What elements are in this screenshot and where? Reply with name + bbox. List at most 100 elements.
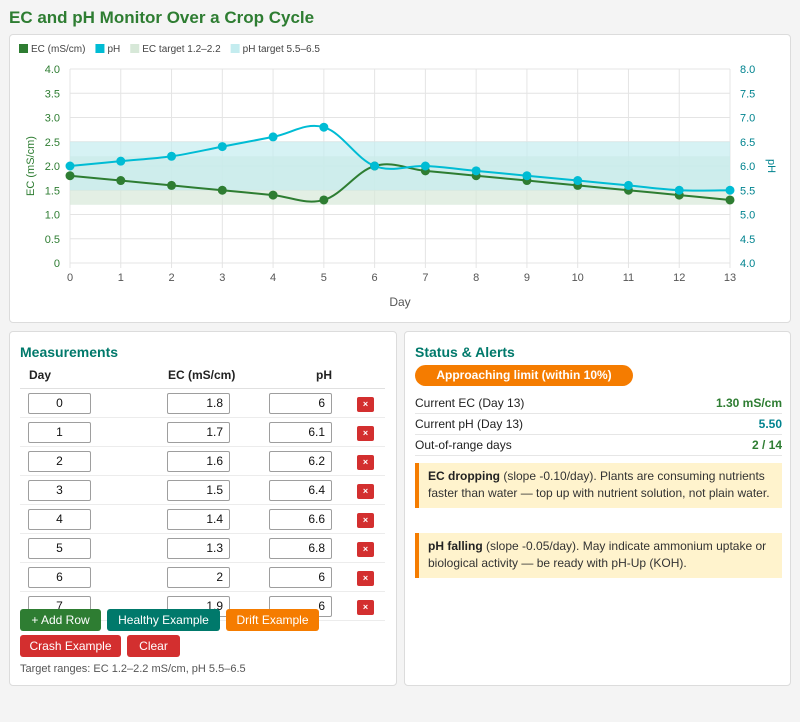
ph-data-point [420, 161, 430, 171]
alert-text: (slope -0.10/day). Plants are consuming … [428, 469, 770, 500]
healthy-example-button[interactable]: Healthy Example [107, 609, 220, 631]
y-right-tick-label: 8.0 [740, 64, 755, 76]
crash-example-button[interactable]: Crash Example [20, 635, 121, 657]
status-panel: Status & Alerts Approaching limit (withi… [404, 331, 791, 686]
ph-data-point [319, 122, 329, 132]
y-left-axis-title: EC (mS/cm) [25, 136, 37, 196]
y-left-tick-label: 1.5 [45, 185, 60, 197]
y-left-tick-label: 0 [54, 258, 60, 270]
measurements-table[interactable]: Day EC (mS/cm) pH 0 1.8 6 × 1 1.7 6.1 × 2 1.6 6.2 ×… [20, 365, 385, 635]
delete-row-button[interactable]: × [357, 542, 374, 557]
ph-data-point [370, 161, 380, 171]
ph-input[interactable]: 6.6 [269, 509, 332, 530]
day-input[interactable]: 2 [28, 451, 91, 472]
delete-row-button[interactable]: × [357, 484, 374, 499]
day-input[interactable]: 5 [28, 538, 91, 559]
day-input[interactable]: 6 [28, 567, 91, 588]
legend-swatch-ec-target [130, 44, 140, 53]
column-header-day: Day [29, 368, 52, 382]
ph-series-line [69, 124, 731, 192]
ph-input[interactable]: 6.4 [269, 480, 332, 501]
delete-row-button[interactable]: × [357, 600, 374, 615]
clear-button[interactable]: Clear [127, 635, 180, 657]
header-divider [20, 388, 385, 389]
x-tick-label: 7 [422, 272, 428, 284]
ec-input[interactable]: 1.3 [167, 538, 230, 559]
add-row-button[interactable]: + Add Row [20, 609, 101, 631]
ec-data-point [116, 176, 126, 186]
delete-row-button[interactable]: × [357, 571, 374, 586]
ec-data-point [167, 180, 177, 190]
ph-data-point [623, 180, 633, 190]
ph-input[interactable]: 6 [269, 567, 332, 588]
ec-input[interactable]: 1.5 [167, 480, 230, 501]
alert-ec-dropping: EC dropping (slope -0.10/day). Plants ar… [415, 463, 782, 508]
ph-data-point [65, 161, 75, 171]
x-tick-label: 6 [372, 272, 378, 284]
x-tick-label: 1 [118, 272, 124, 284]
delete-row-button[interactable]: × [357, 455, 374, 470]
alert-ph-falling: pH falling (slope -0.05/day). May indica… [415, 533, 782, 578]
x-tick-label: 5 [321, 272, 327, 284]
y-right-tick-label: 7.5 [740, 88, 755, 100]
ec-input[interactable]: 1.4 [167, 509, 230, 530]
delete-row-button[interactable]: × [357, 397, 374, 412]
y-right-tick-label: 4.5 [740, 234, 755, 246]
ec-series-line [69, 163, 731, 203]
table-row: 6 2 6 × [20, 563, 385, 592]
ec-input[interactable]: 1.6 [167, 451, 230, 472]
ph-input[interactable]: 6.8 [269, 538, 332, 559]
table-row: 3 1.5 6.4 × [20, 476, 385, 505]
x-tick-label: 4 [270, 272, 276, 284]
ec-data-point [319, 195, 329, 205]
day-input[interactable]: 4 [28, 509, 91, 530]
x-tick-label: 2 [168, 272, 174, 284]
day-input[interactable]: 1 [28, 422, 91, 443]
y-right-tick-label: 4.0 [740, 258, 755, 270]
chart-panel: 0 0.5 1.0 1.5 2.0 2.5 3.0 3.5 4.0 4.0 4.5 5.0 5.5 6.0… [9, 34, 791, 323]
y-left-tick-label: 3.5 [45, 88, 60, 100]
ph-data-point [674, 185, 684, 195]
column-header-ec: EC (mS/cm) [168, 368, 236, 382]
day-input[interactable]: 3 [28, 480, 91, 501]
delete-row-button[interactable]: × [357, 513, 374, 528]
ph-data-point [573, 176, 583, 186]
ec-input[interactable]: 1.8 [167, 393, 230, 414]
x-tick-label: 0 [67, 272, 73, 284]
x-tick-label: 12 [673, 272, 685, 284]
stat-row-out-of-range: Out-of-range days 2 / 14 [415, 435, 782, 456]
y-left-tick-label: 2.5 [45, 137, 60, 149]
ph-data-point [725, 185, 735, 195]
y-right-tick-label: 6.5 [740, 137, 755, 149]
measurements-panel: Measurements Day EC (mS/cm) pH 0 1.8 6 × 1 1.… [9, 331, 397, 686]
y-left-tick-label: 3.0 [45, 113, 60, 125]
drift-example-button[interactable]: Drift Example [226, 609, 319, 631]
stat-row-current-ph: Current pH (Day 13) 5.50 [415, 414, 782, 435]
status-title: Status & Alerts [415, 344, 515, 360]
stat-value: 5.50 [758, 417, 782, 431]
stat-row-current-ec: Current EC (Day 13) 1.30 mS/cm [415, 393, 782, 414]
y-right-tick-label: 5.5 [740, 185, 755, 197]
ec-input[interactable]: 1.7 [167, 422, 230, 443]
day-input[interactable]: 0 [28, 393, 91, 414]
delete-row-button[interactable]: × [357, 426, 374, 441]
y-right-tick-label: 5.0 [740, 210, 755, 222]
legend-swatch-ph [95, 44, 105, 53]
page-title: EC and pH Monitor Over a Crop Cycle [9, 8, 315, 27]
ph-input[interactable]: 6.2 [269, 451, 332, 472]
ph-input[interactable]: 6.1 [269, 422, 332, 443]
ph-data-point [217, 142, 227, 152]
ph-data-point [167, 151, 177, 161]
table-row: 1 1.7 6.1 × [20, 418, 385, 447]
y-right-axis-title: pH [765, 159, 777, 173]
table-row: 5 1.3 6.8 × [20, 534, 385, 563]
y-left-tick-label: 2.0 [45, 161, 60, 173]
target-ranges-note: Target ranges: EC 1.2–2.2 mS/cm, pH 5.5–… [20, 663, 246, 675]
y-right-tick-label: 7.0 [740, 113, 755, 125]
y-left-tick-label: 0.5 [45, 234, 60, 246]
ph-input[interactable]: 6 [269, 393, 332, 414]
ec-input[interactable]: 2 [167, 567, 230, 588]
stat-label: Current EC (Day 13) [415, 396, 525, 410]
legend-label-ph: pH [107, 44, 120, 55]
ph-data-point [522, 171, 532, 181]
